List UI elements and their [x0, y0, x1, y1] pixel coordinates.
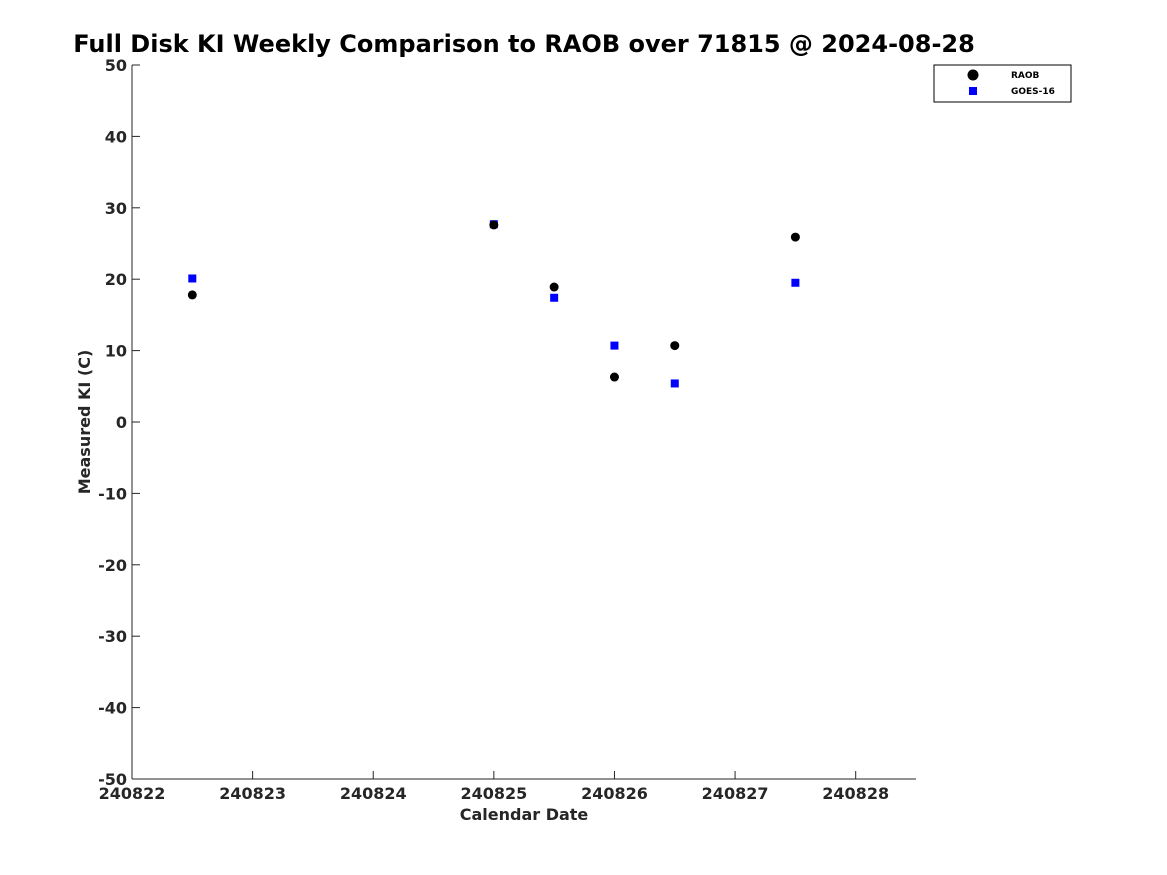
y-ticks: -50 -40 -30 -20 -10 0 10 20 30 40 50	[98, 56, 140, 789]
y-tick-label: 40	[105, 127, 127, 146]
x-tick-label: 240826	[581, 784, 648, 803]
raob-point	[489, 220, 499, 230]
chart-title: Full Disk KI Weekly Comparison to RAOB o…	[73, 30, 975, 58]
y-tick-label: 30	[105, 199, 127, 218]
y-tick-label: 20	[105, 270, 127, 289]
legend: RAOB GOES-16	[933, 64, 1072, 103]
y-tick-label: -10	[98, 484, 127, 503]
x-tick-label: 240825	[460, 784, 527, 803]
x-tick-label: 240827	[702, 784, 769, 803]
raob-point	[549, 282, 559, 292]
goes-16-point	[188, 274, 197, 283]
legend-raob-label: RAOB	[1011, 71, 1040, 81]
x-tick-label: 240824	[340, 784, 407, 803]
y-tick-label: 0	[116, 413, 127, 432]
x-ticks: 240822 240823 240824 240825 240826 240827 2408…	[99, 771, 889, 803]
x-axis-label: Calendar Date	[460, 805, 589, 824]
raob-point	[670, 341, 680, 351]
raob-point	[790, 232, 800, 242]
y-tick-label: 50	[105, 56, 127, 75]
legend-goes-16-label: GOES-16	[1011, 87, 1055, 97]
raob-point	[609, 372, 619, 382]
legend-raob-marker	[967, 69, 979, 81]
y-tick-label: -50	[98, 770, 127, 789]
goes-16-point	[670, 379, 679, 388]
x-tick-label: 240823	[219, 784, 286, 803]
y-tick-label: 10	[105, 342, 127, 361]
goes-16-point	[791, 278, 800, 287]
legend-box	[933, 64, 1072, 103]
y-tick-label: -30	[98, 627, 127, 646]
goes-16-point	[610, 341, 619, 350]
data-points	[187, 220, 800, 388]
x-tick-label: 240822	[99, 784, 166, 803]
y-tick-label: -20	[98, 556, 127, 575]
axes	[131, 65, 916, 780]
legend-goes-16-marker	[969, 87, 977, 95]
y-axis-label: Measured KI (C)	[75, 350, 94, 495]
y-tick-label: -40	[98, 699, 127, 718]
goes-16-point	[550, 293, 559, 302]
x-tick-label: 240828	[822, 784, 889, 803]
raob-point	[187, 290, 197, 300]
